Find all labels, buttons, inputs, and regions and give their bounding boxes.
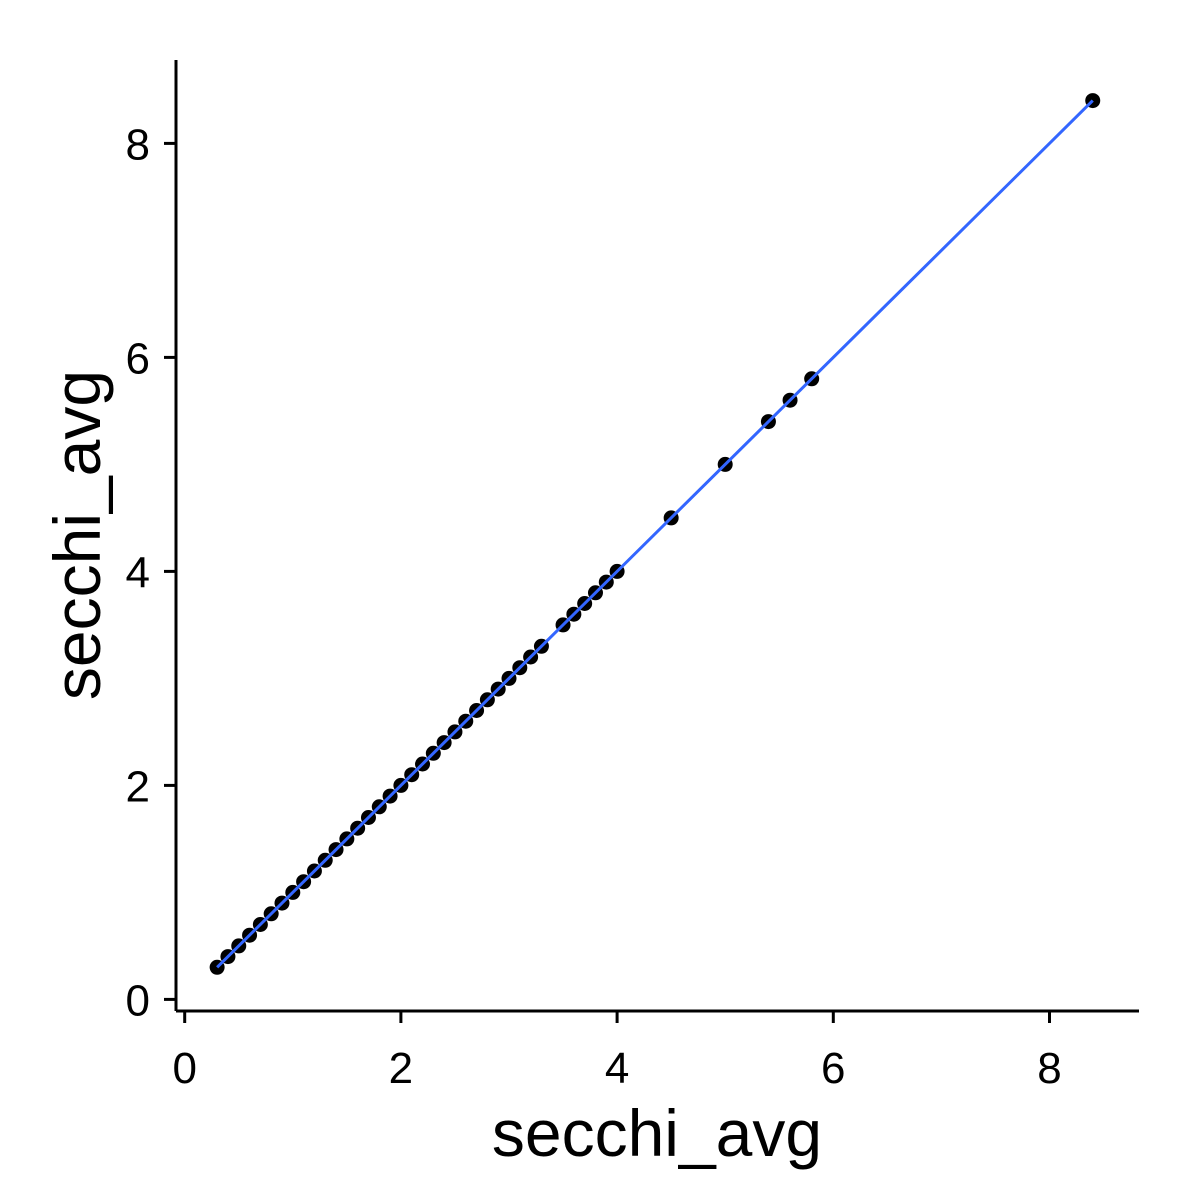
ticks: 0 2 4 6 8 0 2 4 6 8 (126, 120, 1062, 1093)
fit-line-group (216, 99, 1094, 969)
x-tick-label-2: 4 (605, 1044, 629, 1093)
y-tick-label-2: 4 (126, 548, 150, 597)
x-tick-label-1: 2 (389, 1044, 413, 1093)
axes (174, 60, 1139, 1013)
y-axis-title: secchi_avg (40, 370, 114, 700)
x-axis-title: secchi_avg (492, 1096, 822, 1170)
y-tick-label-1: 2 (126, 762, 150, 811)
fit-line (216, 99, 1094, 969)
x-tick-label-3: 6 (821, 1044, 845, 1093)
y-tick-label-3: 6 (126, 334, 150, 383)
y-tick-label-4: 8 (126, 120, 150, 169)
x-tick-label-0: 0 (172, 1044, 196, 1093)
x-tick-label-4: 8 (1037, 1044, 1061, 1093)
y-tick-label-0: 0 (126, 976, 150, 1025)
